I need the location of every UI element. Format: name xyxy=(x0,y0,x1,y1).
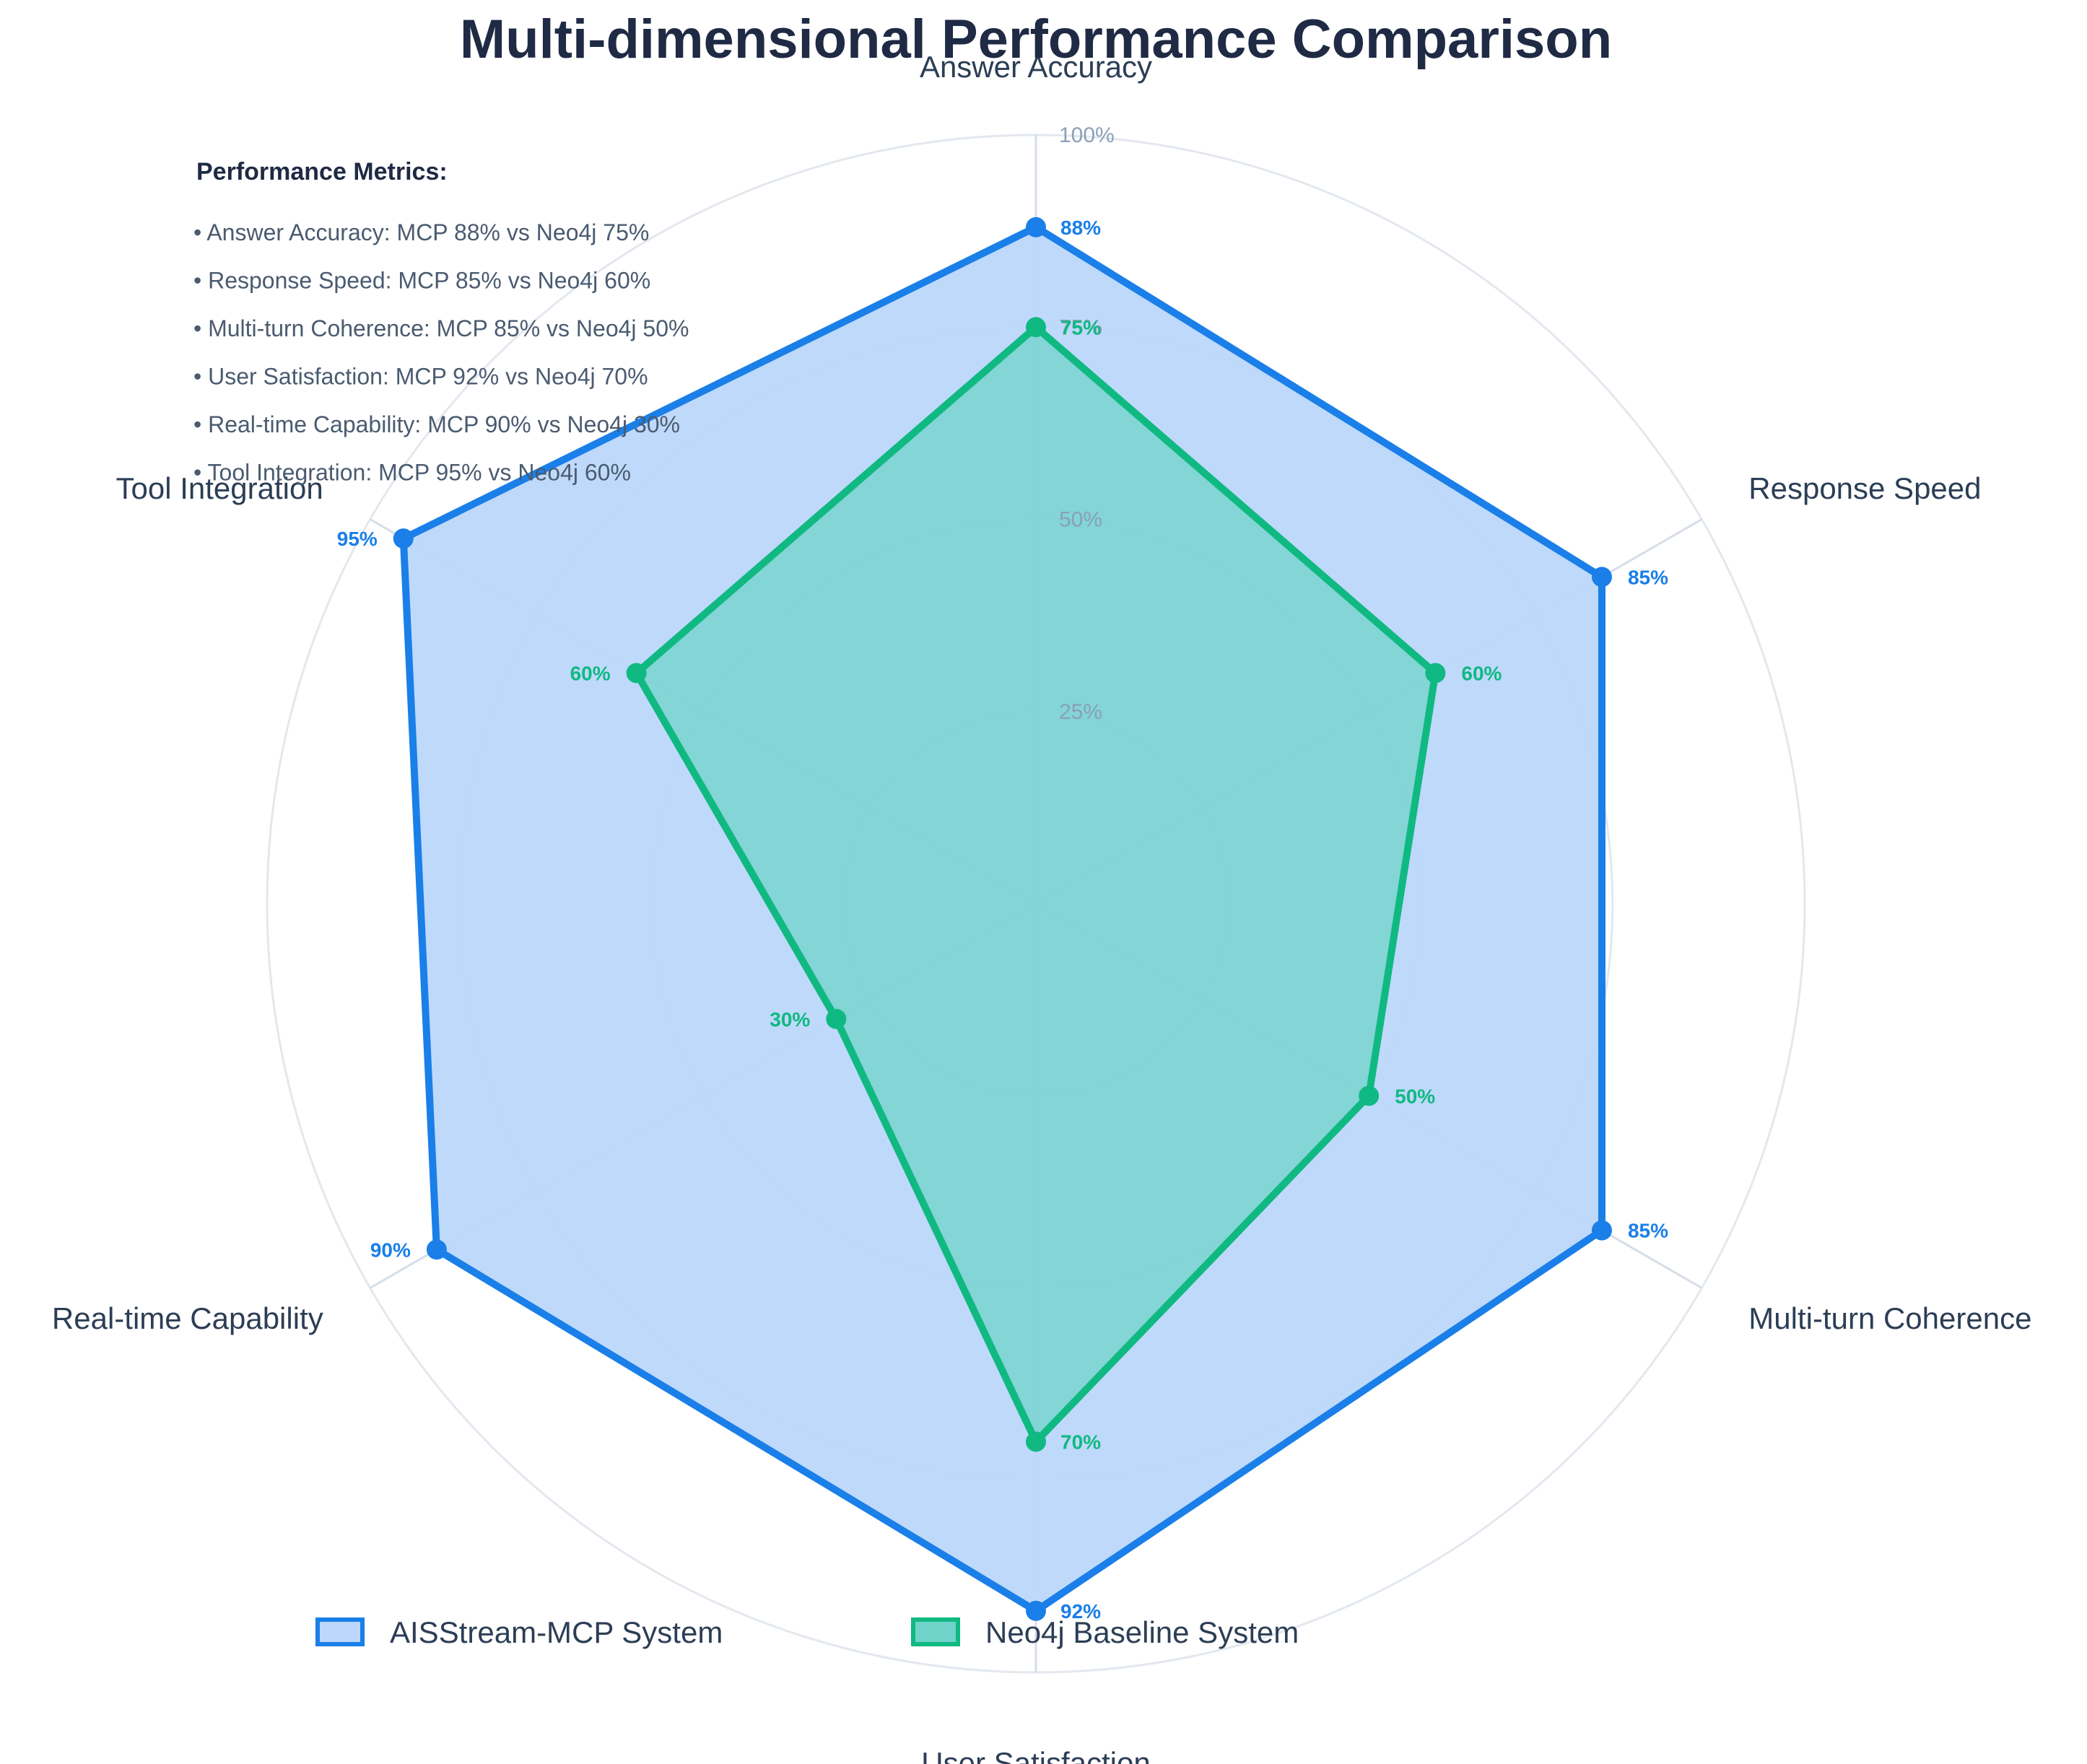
legend-label-0: AISStream-MCP System xyxy=(390,1615,723,1649)
series-0-point-5[interactable] xyxy=(393,528,414,549)
axis-label-1: Response Speed xyxy=(1748,471,1981,505)
metrics-line-2: • Multi-turn Coherence: MCP 85% vs Neo4j… xyxy=(193,315,689,341)
series-0-point-2[interactable] xyxy=(1591,1220,1612,1241)
series-1-value-label-2: 50% xyxy=(1395,1085,1435,1107)
tick-label-75: 75% xyxy=(1059,315,1102,339)
series-1-point-0[interactable] xyxy=(1026,317,1046,338)
series-1-point-1[interactable] xyxy=(1425,663,1446,684)
radar-series xyxy=(393,217,1612,1621)
metrics-line-5: • Tool Integration: MCP 95% vs Neo4j 60% xyxy=(193,460,631,486)
series-1-value-label-5: 60% xyxy=(570,663,611,685)
metrics-lines: • Answer Accuracy: MCP 88% vs Neo4j 75% •… xyxy=(193,219,689,486)
legend-item-0[interactable]: AISStream-MCP System xyxy=(315,1615,723,1649)
metrics-annotation: Performance Metrics: • Answer Accuracy: … xyxy=(193,158,689,486)
series-0-value-label-5: 95% xyxy=(337,528,378,550)
series-1-value-label-1: 60% xyxy=(1461,663,1502,685)
axis-label-4: Real-time Capability xyxy=(52,1301,323,1335)
series-0-point-0[interactable] xyxy=(1026,217,1046,237)
metrics-line-3: • User Satisfaction: MCP 92% vs Neo4j 70… xyxy=(193,364,648,390)
series-0-value-label-0: 88% xyxy=(1060,217,1101,239)
metrics-heading: Performance Metrics: xyxy=(196,158,448,185)
legend-item-1[interactable]: Neo4j Baseline System xyxy=(911,1615,1299,1649)
series-0-value-label-1: 85% xyxy=(1628,566,1668,588)
series-1-value-label-0: 75% xyxy=(1060,316,1101,339)
series-1-value-label-4: 30% xyxy=(770,1008,810,1031)
radar-axis-labels: Answer Accuracy Response Speed Multi-turn … xyxy=(52,50,2032,1764)
radar-value-labels: 88% 85% 85% 92% 90% 95% 75% 60% 50% 70% 30% 60% xyxy=(337,217,1668,1623)
series-1-point-5[interactable] xyxy=(626,663,647,684)
legend-swatch-0 xyxy=(315,1617,365,1646)
legend[interactable]: AISStream-MCP System Neo4j Baseline Syste… xyxy=(315,1615,1299,1649)
tick-label-50: 50% xyxy=(1059,508,1102,532)
tick-label-25: 25% xyxy=(1059,700,1102,724)
metrics-line-4: • Real-time Capability: MCP 90% vs Neo4j… xyxy=(193,411,680,437)
series-1-point-3[interactable] xyxy=(1026,1431,1046,1452)
series-0-value-label-2: 85% xyxy=(1628,1220,1668,1242)
legend-swatch-1 xyxy=(911,1617,960,1646)
series-0-point-1[interactable] xyxy=(1591,567,1612,588)
radar-tick-labels: 25% 50% 75% 100% xyxy=(1059,123,1115,724)
axis-label-2: Multi-turn Coherence xyxy=(1748,1301,2031,1335)
series-1-value-label-3: 70% xyxy=(1060,1431,1101,1454)
series-0-point-3[interactable] xyxy=(1026,1600,1046,1621)
series-1-point-4[interactable] xyxy=(826,1008,847,1029)
series-0-value-label-4: 90% xyxy=(370,1239,411,1261)
metrics-line-1: • Response Speed: MCP 85% vs Neo4j 60% xyxy=(193,268,650,294)
series-0-value-label-3: 92% xyxy=(1060,1600,1101,1623)
series-1-point-2[interactable] xyxy=(1359,1086,1380,1106)
metrics-line-0: • Answer Accuracy: MCP 88% vs Neo4j 75% xyxy=(193,219,649,245)
axis-label-0: Answer Accuracy xyxy=(920,50,1152,84)
axis-label-3: User Satisfaction xyxy=(921,1746,1150,1764)
axis-label-5: Tool Integration xyxy=(116,471,323,505)
series-0-point-4[interactable] xyxy=(426,1239,447,1260)
legend-label-1: Neo4j Baseline System xyxy=(985,1615,1299,1649)
tick-label-100: 100% xyxy=(1059,123,1115,147)
chart-title: Multi-dimensional Performance Comparison xyxy=(460,9,1612,70)
